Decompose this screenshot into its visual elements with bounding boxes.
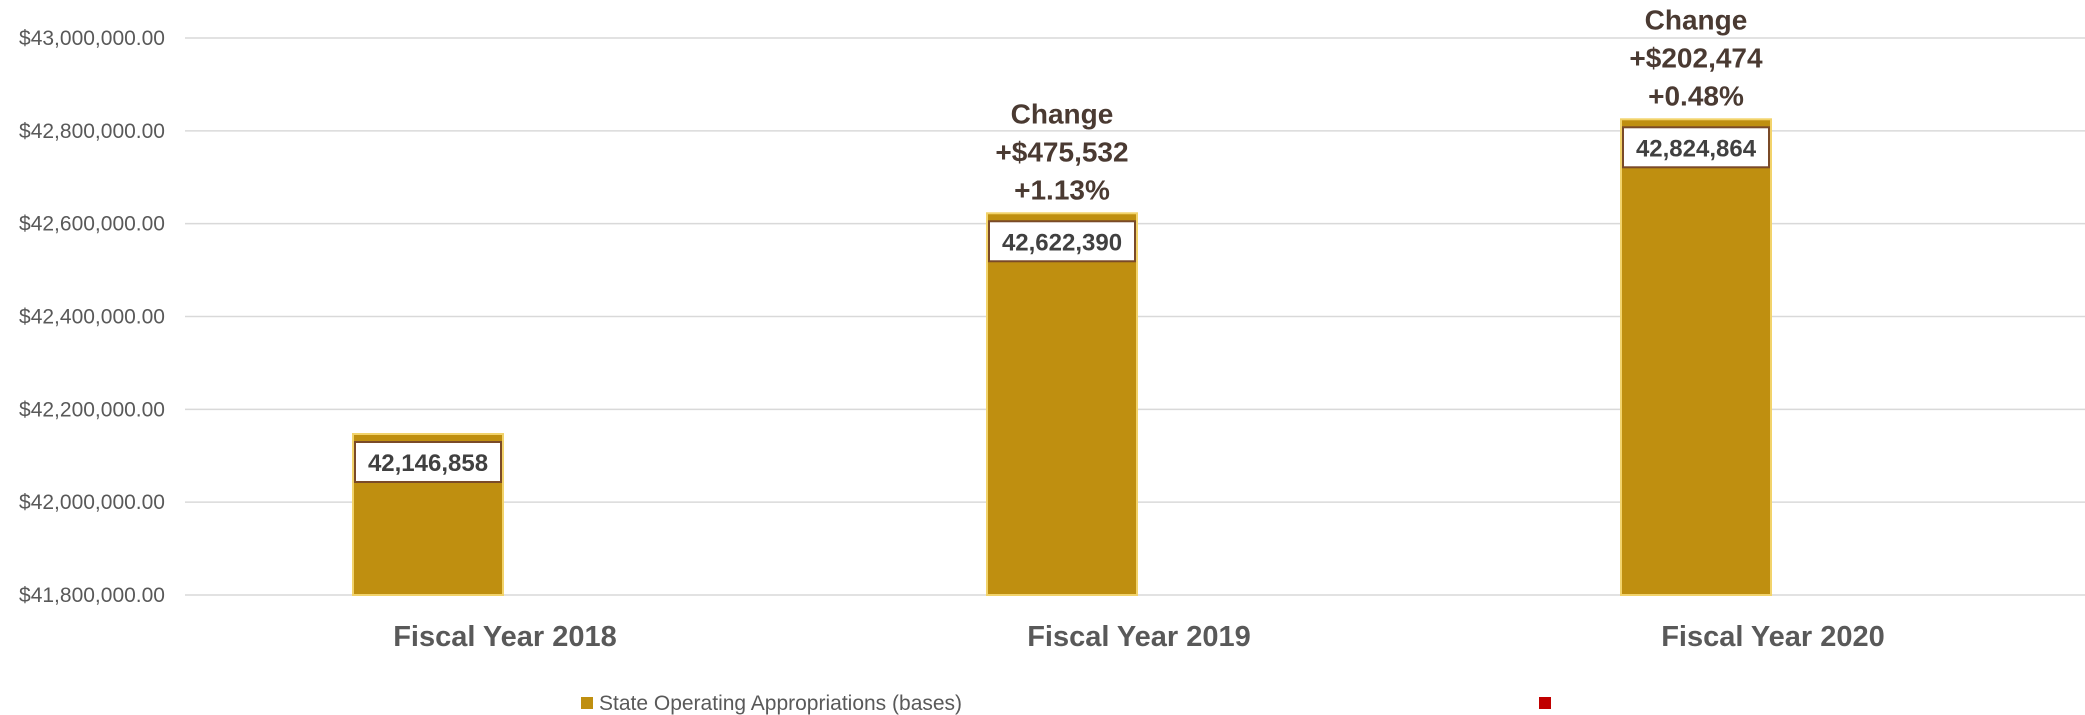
data-labels: 42,146,858 42,622,390 42,824,864 — [354, 126, 1770, 484]
data-label-box — [1622, 126, 1770, 169]
data-label-box — [988, 220, 1136, 263]
change-annotation-line: +$475,532 — [995, 136, 1128, 167]
change-annotation-line: Change — [1645, 4, 1748, 35]
data-label: 42,824,864 — [1636, 135, 1757, 162]
data-label-box — [354, 441, 502, 484]
y-tick-label: $41,800,000.00 — [19, 584, 165, 607]
category-label: Fiscal Year 2019 — [1027, 621, 1251, 653]
category-label: Fiscal Year 2020 — [1661, 621, 1885, 653]
x-axis-categories: Fiscal Year 2018 Fiscal Year 2019 Fiscal Y… — [393, 621, 1885, 653]
change-annotations: Change +$475,532 +1.13% Change +$202,474 +0.4… — [995, 4, 1763, 205]
change-annotation-line: +0.48% — [1648, 80, 1744, 111]
y-axis-ticks: $41,800,000.00 $42,000,000.00 $42,200,000.… — [19, 27, 165, 607]
change-annotation-line: +1.13% — [1014, 174, 1110, 205]
y-tick-label: $42,200,000.00 — [19, 398, 165, 421]
legend-label: State Operating Appropriations (bases) — [599, 692, 962, 715]
change-annotation-line: +$202,474 — [1629, 42, 1763, 73]
legend: State Operating Appropriations (bases) — [581, 692, 1551, 715]
bars — [352, 118, 1772, 597]
legend-swatch — [581, 697, 593, 709]
bar — [1620, 118, 1772, 596]
data-label: 42,146,858 — [368, 450, 488, 477]
y-tick-label: $42,800,000.00 — [19, 120, 165, 143]
y-tick-label: $42,000,000.00 — [19, 491, 165, 514]
data-label: 42,622,390 — [1002, 229, 1122, 256]
legend-swatch-2 — [1539, 697, 1551, 709]
change-annotation-line: Change — [1011, 98, 1114, 129]
bar — [986, 212, 1138, 596]
category-label: Fiscal Year 2018 — [393, 621, 617, 653]
y-tick-label: $42,600,000.00 — [19, 213, 165, 236]
y-tick-label: $42,400,000.00 — [19, 306, 165, 329]
y-tick-label: $43,000,000.00 — [19, 27, 165, 50]
